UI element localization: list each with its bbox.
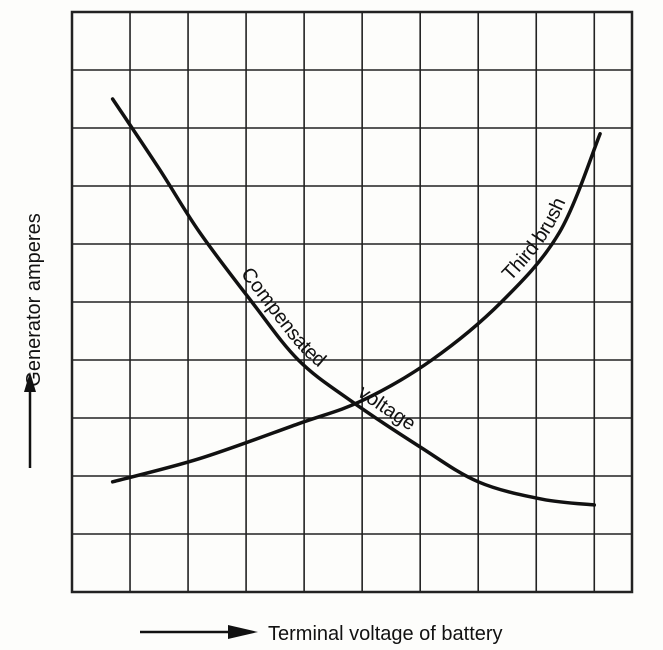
y-axis-label: Generator amperes (23, 213, 45, 386)
line-series (110, 132, 602, 484)
x-axis-label: Terminal voltage of battery (268, 623, 503, 645)
line-series (110, 97, 597, 507)
series-label: Third brush (498, 194, 570, 285)
x-axis-arrow (140, 625, 258, 639)
series-label: Compensated voltage (236, 263, 419, 435)
y-axis-arrow (24, 372, 36, 468)
series-label-text: Third brush (498, 194, 570, 285)
series-label-text: Compensated voltage (236, 263, 419, 435)
